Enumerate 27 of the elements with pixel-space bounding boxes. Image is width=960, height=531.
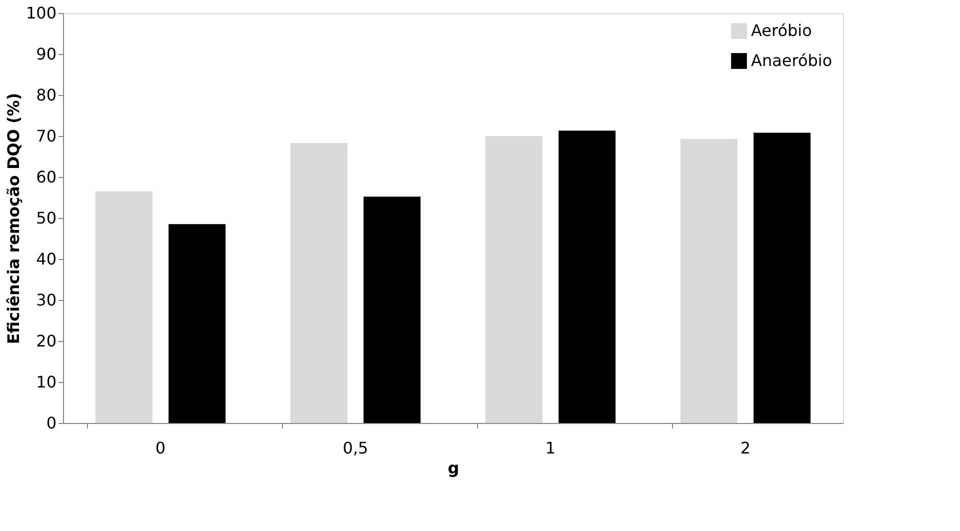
y-tick-label: 50 bbox=[36, 208, 56, 228]
legend-label: Aeróbio bbox=[751, 21, 812, 40]
y-tick-label: 70 bbox=[36, 126, 56, 146]
x-axis-title: g bbox=[448, 458, 460, 478]
bar bbox=[754, 132, 811, 423]
y-axis-title: Eficiência remoção DQO (%) bbox=[4, 92, 23, 344]
bar bbox=[558, 130, 616, 423]
y-tick-label: 30 bbox=[36, 290, 56, 310]
bar bbox=[168, 224, 226, 423]
y-tick-label: 60 bbox=[36, 168, 56, 186]
bar bbox=[95, 191, 152, 423]
bar bbox=[680, 138, 738, 423]
x-tick-label: 1 bbox=[545, 438, 556, 458]
bar bbox=[485, 136, 542, 423]
x-tick-label: 0,5 bbox=[342, 438, 368, 458]
bar bbox=[364, 196, 421, 423]
y-tick-label: 100 bbox=[26, 4, 56, 22]
bar bbox=[290, 142, 348, 423]
legend-label: Anaeróbio bbox=[751, 51, 832, 70]
x-tick-label: 2 bbox=[740, 438, 751, 458]
x-tick-label: 0 bbox=[155, 438, 166, 458]
y-tick-label: 80 bbox=[36, 86, 56, 104]
y-tick-label: 20 bbox=[36, 332, 56, 350]
y-tick-label: 0 bbox=[46, 414, 56, 432]
y-tick-label: 40 bbox=[36, 250, 56, 268]
y-tick-label: 10 bbox=[36, 372, 56, 392]
y-tick-label: 90 bbox=[36, 44, 56, 64]
